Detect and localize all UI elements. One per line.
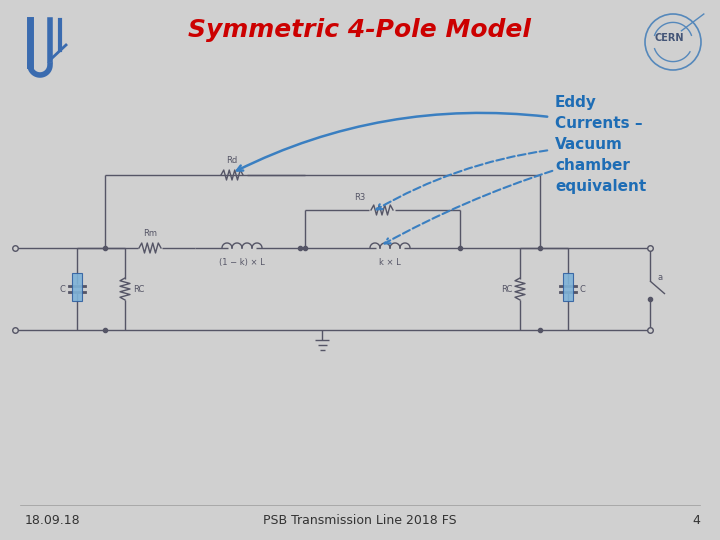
Text: RC: RC — [133, 285, 145, 294]
Text: Symmetric 4-Pole Model: Symmetric 4-Pole Model — [189, 18, 531, 42]
Text: 4: 4 — [692, 514, 700, 526]
Text: Rd: Rd — [226, 156, 238, 165]
Bar — [72, 273, 82, 301]
Text: (1 − k) × L: (1 − k) × L — [219, 258, 265, 267]
Text: R3: R3 — [354, 193, 366, 202]
Text: Rm: Rm — [143, 229, 157, 238]
Text: 18.09.18: 18.09.18 — [25, 514, 81, 526]
Text: PSB Transmission Line 2018 FS: PSB Transmission Line 2018 FS — [264, 514, 456, 526]
Text: k × L: k × L — [379, 258, 401, 267]
Text: Eddy
Currents –
Vacuum
chamber
equivalent: Eddy Currents – Vacuum chamber equivalen… — [555, 95, 647, 194]
Text: RC: RC — [500, 285, 512, 294]
Text: C: C — [59, 285, 65, 294]
Text: CERN: CERN — [654, 33, 684, 43]
Text: a: a — [658, 273, 663, 281]
Text: C: C — [580, 285, 586, 294]
Bar — [563, 273, 573, 301]
